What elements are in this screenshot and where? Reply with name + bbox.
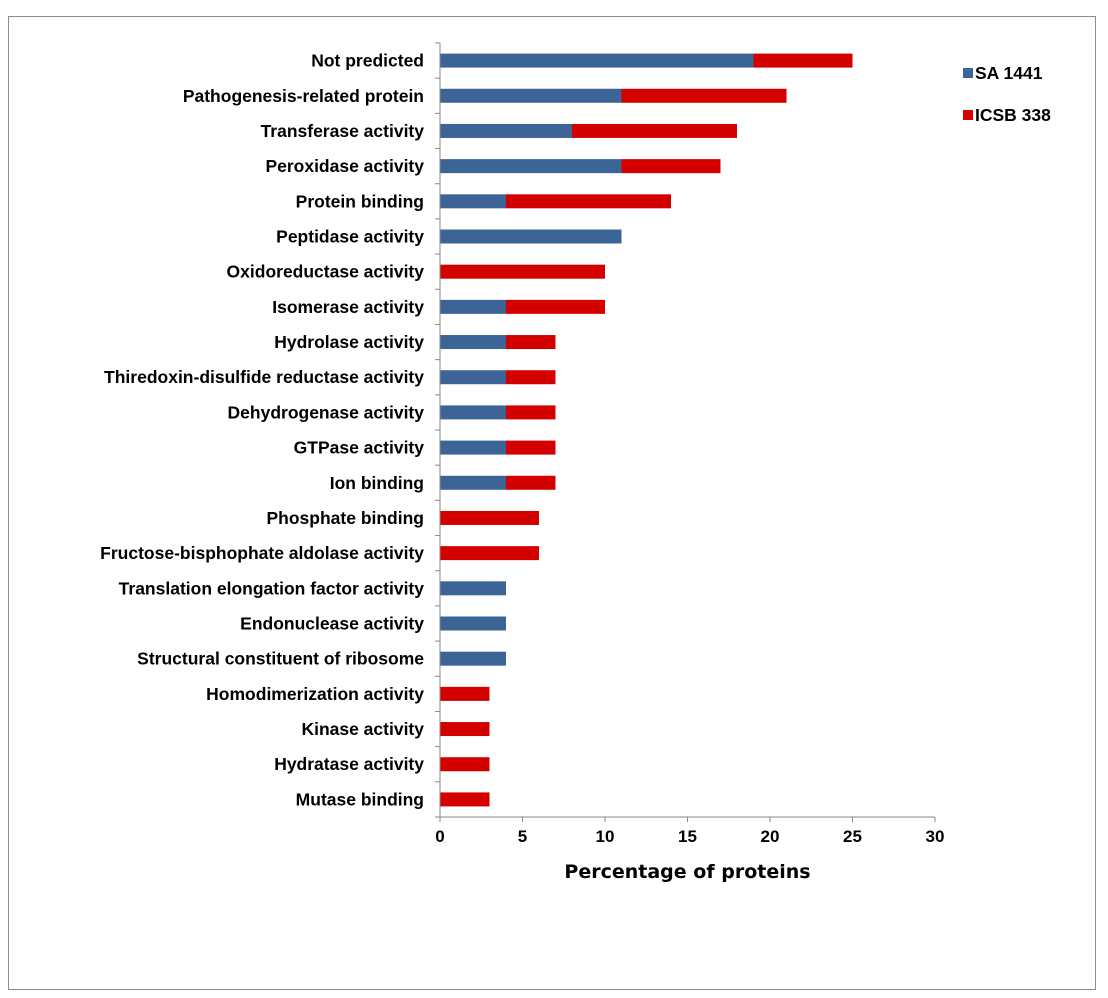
chart-frame: Not predicted Pathogenesis-related protei… bbox=[8, 16, 1096, 990]
category-label: Dehydrogenase activity bbox=[228, 402, 425, 422]
bar-icsb-338-18 bbox=[440, 686, 490, 701]
category-label: Transferase activity bbox=[261, 121, 425, 141]
category-label: GTPase activity bbox=[294, 438, 425, 458]
x-tick-label: 0 bbox=[435, 827, 444, 846]
bar-icsb-338-2 bbox=[572, 123, 737, 138]
labels-layer: Not predicted Pathogenesis-related protei… bbox=[100, 51, 944, 846]
bar-sa-1441-7 bbox=[440, 299, 506, 314]
x-tick-label: 25 bbox=[843, 827, 862, 846]
legend: SA 1441 ICSB 338 bbox=[963, 63, 1051, 125]
bar-icsb-338-4 bbox=[506, 194, 671, 209]
x-axis-title: Percentage of proteins bbox=[564, 861, 810, 883]
bar-icsb-338-8 bbox=[506, 335, 556, 350]
bar-icsb-338-1 bbox=[621, 88, 787, 103]
bar-icsb-338-3 bbox=[621, 159, 721, 174]
bar-sa-1441-2 bbox=[440, 123, 572, 138]
bar-icsb-338-10 bbox=[506, 405, 556, 420]
category-label: Hydratase activity bbox=[274, 754, 424, 774]
x-tick-label: 10 bbox=[596, 827, 615, 846]
bar-icsb-338-20 bbox=[440, 757, 490, 772]
bar-sa-1441-12 bbox=[440, 475, 506, 490]
x-tick-label: 5 bbox=[518, 827, 527, 846]
bar-icsb-338-0 bbox=[753, 53, 853, 68]
category-label: Pathogenesis-related protein bbox=[183, 86, 424, 106]
category-label: Homodimerization activity bbox=[206, 684, 424, 704]
category-label: Isomerase activity bbox=[272, 297, 424, 317]
axes-layer bbox=[435, 42, 936, 822]
bar-icsb-338-13 bbox=[440, 510, 539, 525]
legend-label-sa-1441: SA 1441 bbox=[975, 63, 1043, 83]
category-label: Ion binding bbox=[330, 473, 424, 493]
legend-swatch-sa-1441 bbox=[963, 68, 973, 78]
bar-sa-1441-10 bbox=[440, 405, 506, 420]
bar-sa-1441-17 bbox=[440, 651, 506, 666]
category-label: Fructose-bisphophate aldolase activity bbox=[100, 543, 424, 563]
category-label: Endonuclease activity bbox=[240, 614, 424, 634]
x-tick-label: 20 bbox=[761, 827, 780, 846]
bar-icsb-338-7 bbox=[506, 299, 605, 314]
bar-sa-1441-3 bbox=[440, 159, 622, 174]
bar-icsb-338-11 bbox=[506, 440, 556, 455]
category-label: Mutase binding bbox=[296, 789, 424, 809]
bar-sa-1441-9 bbox=[440, 370, 506, 385]
bar-sa-1441-5 bbox=[440, 229, 622, 244]
bar-sa-1441-11 bbox=[440, 440, 506, 455]
bar-sa-1441-8 bbox=[440, 335, 506, 350]
legend-swatch-icsb-338 bbox=[963, 110, 973, 120]
bar-icsb-338-14 bbox=[440, 546, 539, 561]
bar-sa-1441-16 bbox=[440, 616, 506, 631]
category-label: Protein binding bbox=[296, 191, 424, 211]
bar-icsb-338-12 bbox=[506, 475, 556, 490]
bar-sa-1441-4 bbox=[440, 194, 506, 209]
bar-icsb-338-6 bbox=[440, 264, 605, 279]
category-label: Not predicted bbox=[311, 51, 424, 71]
bars-layer bbox=[440, 53, 853, 807]
bar-icsb-338-19 bbox=[440, 722, 490, 737]
x-tick-label: 15 bbox=[678, 827, 697, 846]
legend-label-icsb-338: ICSB 338 bbox=[975, 105, 1051, 125]
bar-icsb-338-21 bbox=[440, 792, 490, 807]
category-label: Thiredoxin-disulfide reductase activity bbox=[104, 367, 424, 387]
category-label: Oxidoreductase activity bbox=[227, 262, 425, 282]
bar-sa-1441-1 bbox=[440, 88, 622, 103]
category-label: Peptidase activity bbox=[276, 227, 424, 247]
x-tick-label: 30 bbox=[926, 827, 945, 846]
category-label: Kinase activity bbox=[301, 719, 424, 739]
category-label: Translation elongation factor activity bbox=[119, 578, 425, 598]
stacked-bar-chart: Not predicted Pathogenesis-related protei… bbox=[100, 42, 1051, 883]
bar-sa-1441-0 bbox=[440, 53, 754, 68]
category-label: Hydrolase activity bbox=[274, 332, 424, 352]
bar-icsb-338-9 bbox=[506, 370, 556, 385]
bar-sa-1441-15 bbox=[440, 581, 506, 596]
category-label: Structural constituent of ribosome bbox=[137, 649, 424, 669]
category-label: Phosphate binding bbox=[267, 508, 425, 528]
category-label: Peroxidase activity bbox=[265, 156, 424, 176]
